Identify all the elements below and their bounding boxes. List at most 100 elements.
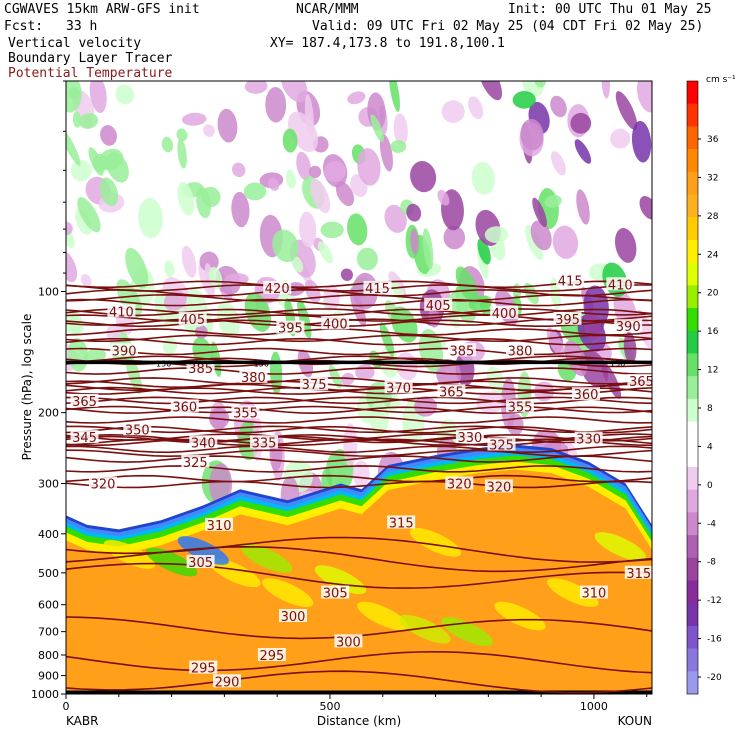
colorbar-swatch: [687, 603, 698, 627]
tracer-streak: [209, 558, 261, 588]
theta-label-bg: [574, 431, 603, 445]
theta-label: 355: [508, 400, 533, 415]
y-tick-label: 500: [38, 567, 59, 580]
velocity-cell: [285, 169, 296, 189]
colorbar-swatch: [687, 353, 698, 377]
velocity-cell: [546, 327, 565, 357]
velocity-cell: [369, 400, 389, 436]
velocity-cell: [370, 114, 384, 143]
y-tick-label: 600: [38, 599, 59, 612]
velocity-cell: [468, 96, 484, 120]
field-vertical-velocity: Vertical velocity: [8, 36, 142, 51]
velocity-cell: [471, 161, 495, 195]
velocity-cell: [357, 148, 381, 186]
velocity-cell: [66, 222, 75, 249]
velocity-cell: [125, 247, 149, 289]
theta-label-bg: [455, 430, 484, 444]
theta-label-bg: [123, 422, 152, 436]
velocity-cell: [552, 225, 579, 259]
theta-label: 310: [581, 587, 606, 602]
theta-label: 295: [191, 662, 216, 677]
theta-line-295: [66, 650, 652, 674]
colorbar-label: -4: [707, 519, 716, 529]
velocity-cell: [116, 279, 143, 318]
velocity-cell: [280, 81, 308, 103]
colorbar-label: 8: [707, 404, 713, 414]
colorbar-swatch: [687, 262, 698, 286]
theta-label-bg: [70, 393, 99, 407]
velocity-cell: [72, 111, 82, 128]
theta-line-375: [66, 380, 652, 389]
theta-label: 405: [426, 299, 451, 314]
theta-label: 365: [629, 375, 654, 390]
theta-line-minor: [66, 308, 652, 317]
theta-line-minor: [66, 455, 652, 463]
tracer-streak: [399, 614, 451, 644]
y-tick-label: 1000: [31, 688, 59, 701]
velocity-cell: [379, 134, 393, 172]
theta-label: 400: [323, 317, 348, 332]
velocity-cell: [414, 396, 437, 417]
colorbar-label: -8: [707, 558, 716, 568]
theta-label: 305: [323, 587, 348, 602]
colorbar-label: -12: [707, 596, 722, 606]
velocity-cell: [209, 463, 233, 506]
theta-label-bg: [189, 660, 218, 674]
theta-label: 315: [389, 517, 414, 532]
velocity-cell: [89, 81, 107, 114]
velocity-cell: [614, 227, 637, 263]
velocity-cell: [299, 211, 317, 248]
colorbar-swatch: [687, 671, 698, 695]
y-tick-label: 400: [38, 528, 59, 541]
theta-line-395: [66, 319, 652, 328]
velocity-cell: [100, 125, 117, 146]
theta-line-minor: [66, 386, 652, 395]
theta-line-minor: [66, 328, 652, 336]
theta-label-bg: [205, 517, 234, 531]
velocity-cell: [583, 310, 602, 341]
velocity-cell: [347, 213, 368, 246]
theta-label-bg: [572, 387, 600, 401]
velocity-cell: [410, 228, 419, 255]
theta-label-bg: [624, 565, 652, 579]
tracer-streak: [494, 601, 546, 631]
colorbar-label: 16: [707, 327, 719, 337]
theta-label: 355: [233, 407, 258, 422]
theta-line-minor: [66, 298, 652, 307]
theta-label: 365: [439, 385, 464, 400]
velocity-cell: [422, 228, 434, 270]
theta-label-bg: [627, 374, 652, 388]
velocity-cell: [393, 113, 408, 146]
tracer-streak: [409, 527, 462, 557]
velocity-cell: [244, 292, 272, 332]
theta-label: 410: [608, 278, 633, 293]
tracer-label: 150: [156, 359, 171, 368]
velocity-cell: [532, 197, 547, 228]
colorbar: 36 32 28 24 20 16 12 8 4 0 -4 -8 -12 -16 -20: [686, 80, 722, 695]
theta-label-bg: [107, 304, 136, 318]
theta-label: 300: [281, 610, 306, 625]
colorbar-label: 24: [707, 250, 719, 260]
velocity-cell: [282, 128, 298, 153]
theta-line-420: [66, 284, 652, 292]
velocity-cell: [512, 90, 536, 109]
theta-line-minor: [66, 396, 652, 405]
theta-line-minor: [66, 406, 652, 415]
velocity-cell: [320, 221, 344, 239]
colorbar-swatch: [687, 557, 698, 581]
velocity-cell: [79, 113, 99, 129]
velocity-cell: [317, 241, 334, 264]
tracer-streak: [594, 532, 646, 561]
theta-label-bg: [276, 320, 305, 334]
theta-line-405: [66, 308, 652, 316]
velocity-cell: [268, 177, 280, 191]
y-tick-label: 700: [38, 626, 59, 639]
theta-line-minor: [66, 416, 652, 424]
velocity-cell: [66, 250, 78, 283]
velocity-cell: [291, 256, 304, 273]
tracer-streak: [177, 536, 229, 565]
tracer-streak: [240, 543, 293, 573]
x-tick-label: 500: [319, 700, 340, 713]
velocity-cell: [208, 266, 223, 290]
theta-label: 330: [457, 431, 482, 446]
